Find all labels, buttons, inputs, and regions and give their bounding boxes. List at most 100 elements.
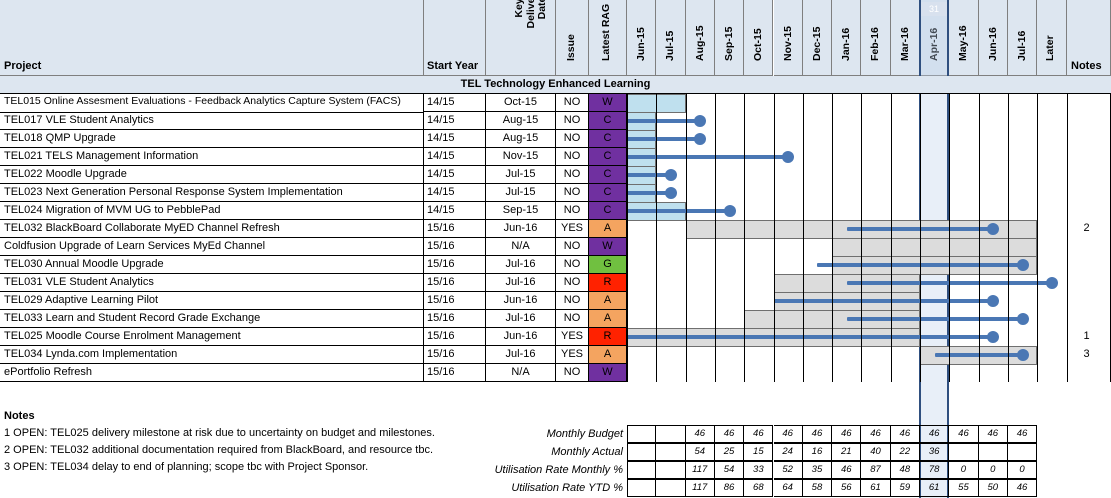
budget-cell: 46 bbox=[978, 425, 1008, 443]
budget-cell: 15 bbox=[744, 443, 774, 461]
gantt-progress-line bbox=[627, 137, 701, 141]
budget-cell: 117 bbox=[685, 461, 715, 479]
key-delivery-date: Jul-15 bbox=[486, 166, 556, 184]
key-delivery-date: Jul-16 bbox=[486, 310, 556, 328]
issue-flag: NO bbox=[556, 166, 589, 184]
key-delivery-date: Jun-16 bbox=[486, 328, 556, 346]
budget-cell: 0 bbox=[1007, 461, 1038, 479]
note-item: 3 OPEN: TEL034 delay to end of planning;… bbox=[4, 461, 369, 473]
month-label: Jun-15 bbox=[635, 27, 647, 62]
budget-cell: 68 bbox=[744, 479, 774, 497]
col-header-month-feb-16: Feb-16 bbox=[861, 0, 891, 76]
budget-cell: 56 bbox=[832, 479, 862, 497]
project-name: TEL024 Migration of MVM UG to PebblePad bbox=[0, 202, 424, 220]
budget-cell: 46 bbox=[714, 425, 745, 443]
col-header-notes-label: Notes bbox=[1071, 60, 1102, 72]
note-item: 1 OPEN: TEL025 delivery milestone at ris… bbox=[4, 427, 435, 439]
project-name: TEL018 QMP Upgrade bbox=[0, 130, 424, 148]
start-year: 14/15 bbox=[424, 112, 486, 130]
row-note-ref: 3 bbox=[1083, 348, 1090, 360]
rag-status: W bbox=[589, 94, 627, 112]
issue-flag: YES bbox=[556, 220, 589, 238]
start-year: 14/15 bbox=[424, 202, 486, 220]
section-title: TEL Technology Enhanced Learning bbox=[0, 76, 1111, 94]
rag-status: W bbox=[589, 364, 627, 382]
start-year: 14/15 bbox=[424, 184, 486, 202]
budget-cell: 48 bbox=[890, 461, 920, 479]
gantt-progress-line bbox=[627, 173, 671, 177]
budget-row-label: Utilisation Rate Monthly % bbox=[494, 464, 623, 476]
issue-flag: NO bbox=[556, 274, 589, 292]
month-label: Jul-15 bbox=[664, 31, 677, 62]
budget-cell: 46 bbox=[861, 425, 891, 443]
col-header-start-year-label: Start Year bbox=[427, 60, 479, 72]
gantt-progress-line bbox=[773, 299, 994, 303]
budget-cell bbox=[656, 425, 686, 443]
rag-status: W bbox=[589, 238, 627, 256]
budget-cell: 46 bbox=[832, 461, 862, 479]
gantt-milestone-dot bbox=[664, 187, 677, 199]
col-header-later: Later bbox=[1037, 0, 1067, 76]
rag-status: C bbox=[589, 202, 627, 220]
issue-flag: NO bbox=[556, 238, 589, 256]
project-name: TEL017 VLE Student Analytics bbox=[0, 112, 424, 130]
budget-cell bbox=[978, 443, 1008, 461]
budget-cell: 46 bbox=[920, 425, 950, 443]
gantt-progress-line bbox=[934, 353, 1023, 357]
gantt-milestone-dot bbox=[1016, 259, 1029, 271]
gantt-gridline bbox=[949, 94, 951, 382]
gantt-gridline bbox=[832, 94, 834, 382]
issue-flag: NO bbox=[556, 130, 589, 148]
budget-cell: 46 bbox=[832, 425, 862, 443]
budget-cell bbox=[656, 443, 686, 461]
key-delivery-date: Jul-15 bbox=[486, 184, 556, 202]
month-label: Jun-16 bbox=[986, 27, 999, 62]
budget-cell: 58 bbox=[802, 479, 833, 497]
budget-cell bbox=[1007, 443, 1038, 461]
gantt-progress-line bbox=[627, 209, 730, 213]
gantt-milestone-dot bbox=[694, 115, 707, 127]
rag-status: C bbox=[589, 148, 627, 166]
budget-cell: 46 bbox=[1007, 425, 1038, 443]
budget-cell bbox=[949, 443, 979, 461]
gantt-gridline bbox=[1037, 94, 1039, 382]
col-header-month-jul-16: Jul-16 bbox=[1007, 0, 1038, 76]
start-year: 15/16 bbox=[424, 328, 486, 346]
gantt-milestone-dot bbox=[694, 133, 707, 145]
start-year: 15/16 bbox=[424, 256, 486, 274]
col-header-month-nov-15: Nov-15 bbox=[773, 0, 803, 76]
budget-cell: 61 bbox=[861, 479, 891, 497]
project-name: TEL030 Annual Moodle Upgrade bbox=[0, 256, 424, 274]
row-note-ref: 1 bbox=[1083, 330, 1090, 342]
issue-flag: NO bbox=[556, 310, 589, 328]
issue-flag: NO bbox=[556, 364, 589, 382]
budget-cell: 25 bbox=[714, 443, 745, 461]
gantt-planned-bar bbox=[832, 238, 1038, 257]
rag-status: R bbox=[589, 328, 627, 346]
start-year: 15/16 bbox=[424, 274, 486, 292]
rag-status: C bbox=[589, 112, 627, 130]
project-name: TEL034 Lynda.com Implementation bbox=[0, 346, 424, 364]
budget-cell: 86 bbox=[714, 479, 745, 497]
gantt-milestone-dot bbox=[987, 331, 1000, 343]
budget-cell: 21 bbox=[832, 443, 862, 461]
col-header-month-mar-16: Mar-16 bbox=[890, 0, 920, 76]
col-header-latest-rag: Latest RAG bbox=[589, 0, 627, 76]
gantt-milestone-dot bbox=[782, 151, 795, 163]
budget-cell: 50 bbox=[978, 479, 1008, 497]
rag-status: A bbox=[589, 292, 627, 310]
gantt-milestone-dot bbox=[987, 295, 1000, 307]
col-header-month-may-16: May-16 bbox=[949, 0, 979, 76]
month-label: Dec-15 bbox=[810, 27, 823, 62]
rag-status: G bbox=[589, 256, 627, 274]
gantt-milestone-dot bbox=[987, 223, 1000, 235]
rag-status: A bbox=[589, 346, 627, 364]
project-name: TEL023 Next Generation Personal Response… bbox=[0, 184, 424, 202]
gantt-milestone-dot bbox=[1016, 349, 1029, 361]
budget-cell: 16 bbox=[802, 443, 833, 461]
rag-status: A bbox=[589, 220, 627, 238]
gantt-gridline bbox=[714, 94, 716, 382]
project-name: TEL022 Moodle Upgrade bbox=[0, 166, 424, 184]
start-year: 15/16 bbox=[424, 292, 486, 310]
key-delivery-date: Jul-16 bbox=[486, 274, 556, 292]
